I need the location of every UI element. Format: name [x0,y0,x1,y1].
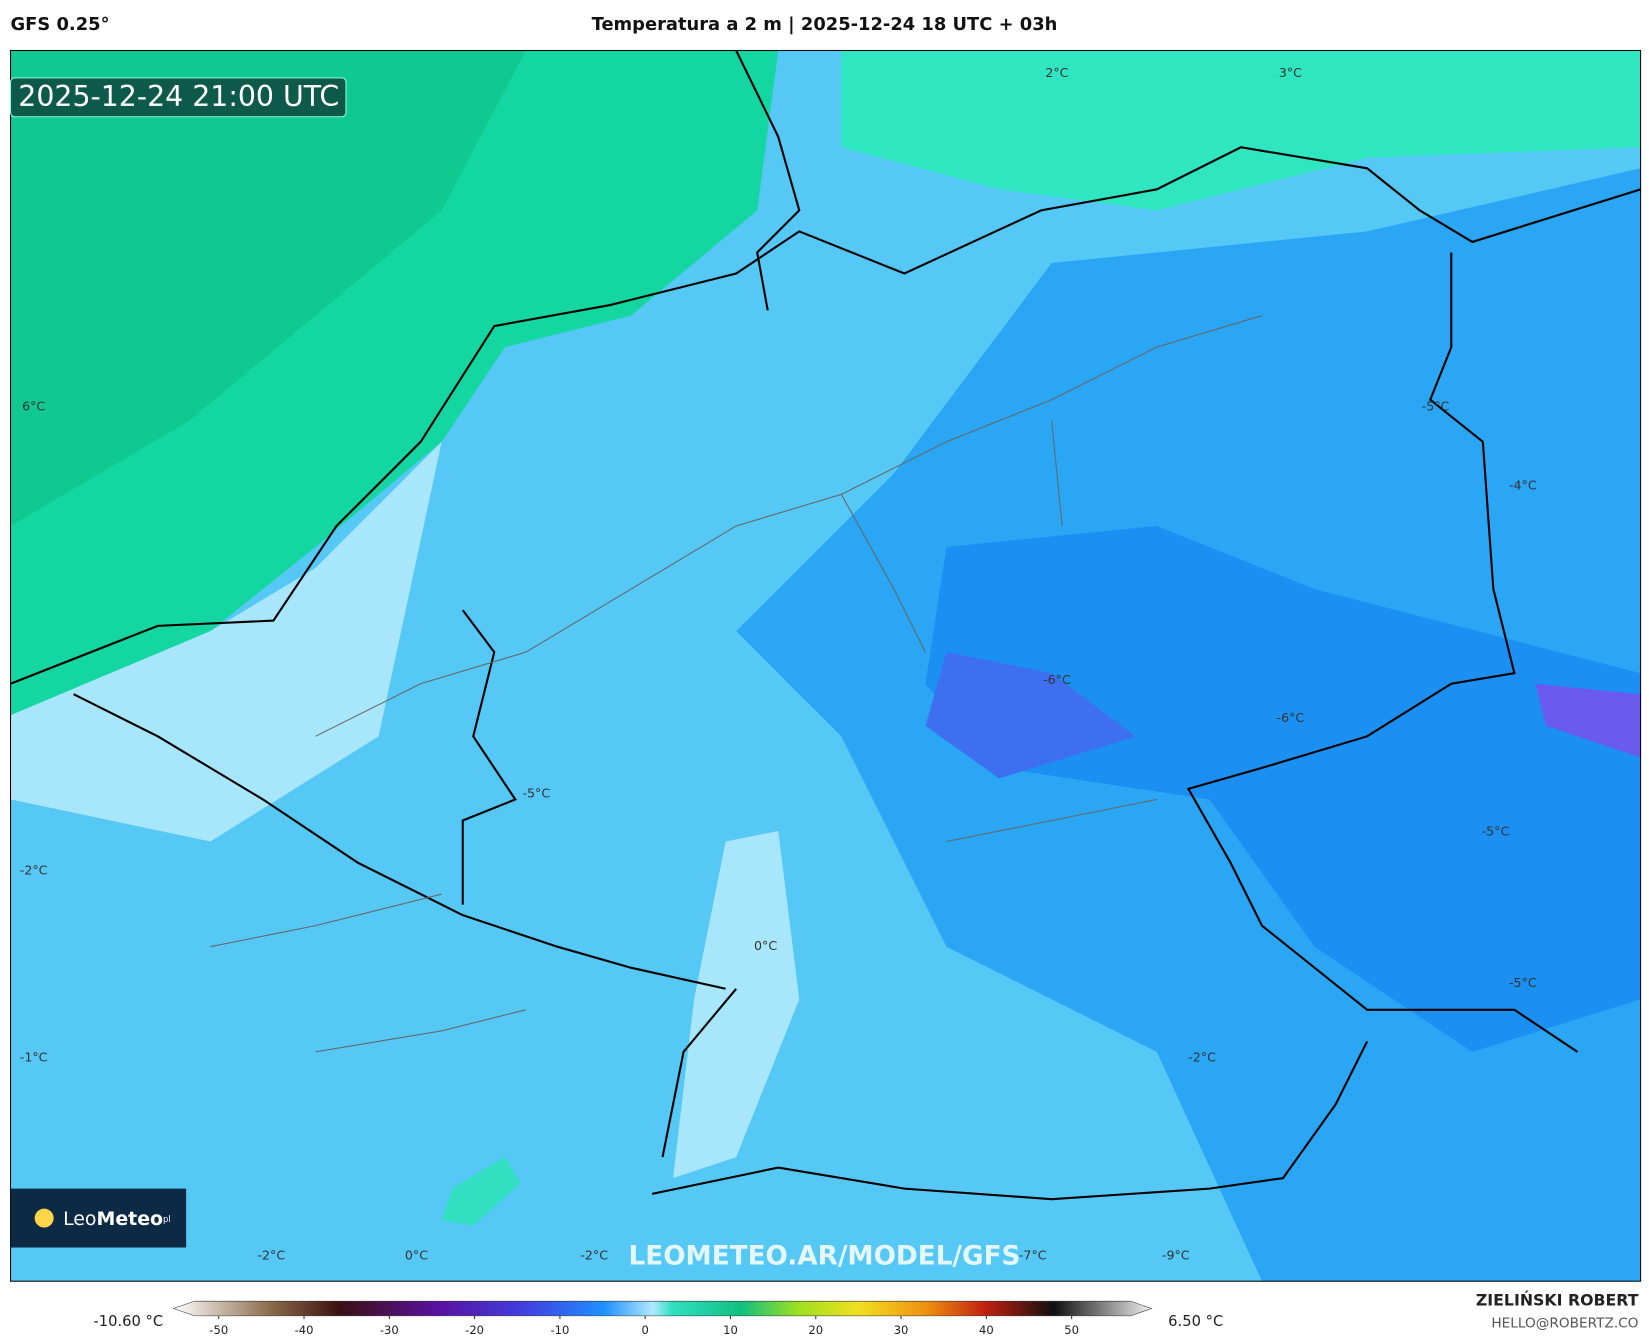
colder-area [925,525,1641,1052]
temp-label: -7°C [1019,1247,1047,1262]
logo-part: Meteo [97,1208,164,1230]
map-title: Temperatura a 2 m | 2025-12-24 18 UTC + … [592,14,1058,35]
map-labels: 2°C 3°C 6°C -5°C -4°C -6°C -6°C -5°C -5°… [20,65,1537,1262]
coldest-area [1535,683,1641,758]
temp-label: -6°C [1043,672,1071,687]
temp-label: 2°C [1045,65,1068,80]
warm-core [10,50,526,526]
map [9,49,1642,1282]
temp-label: -5°C [523,786,551,801]
colorbar-tick-label: 20 [808,1323,823,1337]
colorbar [172,1300,1153,1317]
north-sea-area [841,50,1641,211]
colorbar-ticks: -50 -40 -30 -20 -10 0 10 20 30 40 50 [209,1315,1079,1337]
temp-label: 0°C [754,938,777,953]
colorbar-tick-label: -10 [550,1323,569,1337]
temp-label: -1°C [20,1050,48,1065]
logo-sun [34,1208,54,1228]
colorbar-tick-label: 10 [723,1323,738,1337]
light-area [10,441,442,842]
colorbar-tick-label: 0 [642,1323,649,1337]
temp-label: -5°C [1509,975,1537,990]
author: ZIELIŃSKI ROBERT [1476,1291,1639,1310]
temp-label: -5°C [1482,824,1510,839]
colorbar-max: 6.50 °C [1168,1313,1223,1330]
temp-label: -6°C [1277,710,1305,725]
colorbar-tick-label: -40 [295,1323,314,1337]
colorbar-tick-label: -20 [465,1323,484,1337]
colorbar-min: -10.60 °C [93,1313,163,1330]
colorbar-tick-label: 30 [894,1323,909,1337]
model-name: GFS 0.25° [11,14,110,35]
warm-patch [441,1157,521,1226]
temp-label: -2°C [580,1247,608,1262]
country-borders [73,50,1579,1201]
temp-label: -2°C [20,862,48,877]
colorbar-tick-label: -50 [209,1323,228,1337]
temp-label: -4°C [1509,477,1537,492]
temp-label: 0°C [405,1247,428,1262]
light-area [673,830,800,1179]
timestamp-box [9,77,347,118]
map-frame [9,49,1642,1282]
temp-label: 3°C [1279,65,1302,80]
coldest-area [925,652,1136,779]
colorbar-tick-label: 50 [1064,1323,1079,1337]
temp-label: -5°C [1422,399,1450,414]
watermark: LEOMETEO.AR/MODEL/GFS [629,1242,1021,1272]
email: HELLO@ROBERTZ.CO [1491,1315,1638,1331]
temp-label: -2°C [257,1247,285,1262]
temp-label: 6°C [22,399,45,414]
colorbar-tick-label: -30 [380,1323,399,1337]
region-borders [210,315,1263,1053]
temp-label: -2°C [1188,1050,1216,1065]
colorbar-tick-label: 40 [979,1323,994,1337]
logo-part: Leo [63,1208,96,1230]
coastline [10,146,1641,685]
timestamp: 2025-12-24 21:00 UTC [18,80,339,113]
logo-text: LeoMeteopl [63,1208,171,1230]
logo-suffix: pl [163,1214,171,1224]
temp-label: -9°C [1162,1247,1190,1262]
